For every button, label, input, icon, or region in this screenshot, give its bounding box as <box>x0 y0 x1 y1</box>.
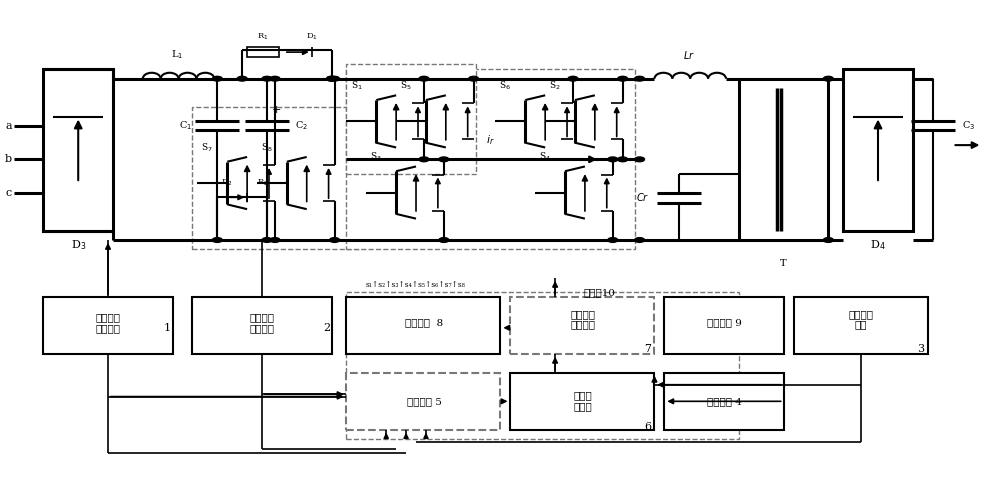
Text: +: + <box>272 105 282 115</box>
Text: 开关状态
控制单元: 开关状态 控制单元 <box>570 310 595 329</box>
Text: $i_r$: $i_r$ <box>486 133 495 147</box>
Text: 2: 2 <box>323 323 330 333</box>
Circle shape <box>262 76 272 81</box>
Circle shape <box>212 76 222 81</box>
Circle shape <box>270 76 280 81</box>
Text: S$_2$: S$_2$ <box>549 80 561 92</box>
Text: S$_5$: S$_5$ <box>400 80 412 92</box>
Circle shape <box>419 157 429 162</box>
Circle shape <box>212 238 222 242</box>
Text: L$_1$: L$_1$ <box>171 48 184 61</box>
Circle shape <box>270 238 280 242</box>
Text: S$_4$: S$_4$ <box>539 151 551 163</box>
Text: D$_1$: D$_1$ <box>306 32 318 42</box>
Circle shape <box>237 76 247 81</box>
Circle shape <box>327 76 337 81</box>
Circle shape <box>635 76 645 81</box>
Bar <box>192 297 332 354</box>
Text: 负载电压
采集: 负载电压 采集 <box>849 310 874 329</box>
Text: D$_3$: D$_3$ <box>71 238 86 252</box>
Circle shape <box>330 76 340 81</box>
Text: 计算模块 5: 计算模块 5 <box>407 397 441 406</box>
Text: R$_1$: R$_1$ <box>257 32 269 42</box>
Circle shape <box>419 76 429 81</box>
Circle shape <box>823 238 833 242</box>
Text: S$_7$: S$_7$ <box>201 141 213 154</box>
Text: S$_8$: S$_8$ <box>261 141 273 154</box>
Circle shape <box>608 238 618 242</box>
Bar <box>843 69 913 230</box>
Text: b: b <box>5 155 12 164</box>
Text: a: a <box>5 121 12 131</box>
Circle shape <box>635 238 645 242</box>
Text: S$_6$: S$_6$ <box>499 80 511 92</box>
Text: 人机界面 4: 人机界面 4 <box>707 397 741 406</box>
Text: S$_1$: S$_1$ <box>351 80 362 92</box>
Circle shape <box>618 157 628 162</box>
Bar <box>346 64 476 174</box>
Bar <box>794 297 928 354</box>
Text: $Lr$: $Lr$ <box>683 49 695 61</box>
Bar <box>43 69 113 230</box>
Text: C$_1$: C$_1$ <box>179 119 192 132</box>
Text: S$_3$: S$_3$ <box>370 151 382 163</box>
Text: T: T <box>780 259 787 268</box>
Text: 开关驱动  8: 开关驱动 8 <box>405 319 443 327</box>
Bar <box>43 297 173 354</box>
Text: 时序生
成模块: 时序生 成模块 <box>574 392 592 411</box>
Text: D$_4$: D$_4$ <box>870 238 886 252</box>
Bar <box>346 69 635 250</box>
Text: 储能环节
电压采集: 储能环节 电压采集 <box>250 313 275 333</box>
Bar <box>739 79 828 240</box>
Bar <box>346 373 500 430</box>
Text: R$_2$: R$_2$ <box>257 178 269 188</box>
Text: D$_2$: D$_2$ <box>221 178 233 188</box>
Text: 1: 1 <box>164 323 171 333</box>
Bar <box>249 192 277 202</box>
Circle shape <box>439 157 449 162</box>
Text: C$_2$: C$_2$ <box>295 119 308 132</box>
Text: C$_3$: C$_3$ <box>962 119 976 132</box>
Circle shape <box>823 76 833 81</box>
Bar <box>247 47 279 57</box>
Text: 充电信号 9: 充电信号 9 <box>707 319 741 327</box>
Bar <box>510 373 654 430</box>
Circle shape <box>635 157 645 162</box>
Circle shape <box>262 238 272 242</box>
Text: s₁↑s₂↑s₃↑s₄↑s₅↑s₆↑s₇↑s₈: s₁↑s₂↑s₃↑s₄↑s₅↑s₆↑s₇↑s₈ <box>366 281 466 289</box>
Text: 3: 3 <box>917 344 924 354</box>
Circle shape <box>618 76 628 81</box>
Bar <box>510 297 654 354</box>
Bar <box>192 107 361 250</box>
Text: 7: 7 <box>644 344 651 354</box>
Circle shape <box>469 76 479 81</box>
Circle shape <box>568 76 578 81</box>
Circle shape <box>439 238 449 242</box>
Circle shape <box>330 238 340 242</box>
Circle shape <box>608 157 618 162</box>
Text: c: c <box>5 188 12 198</box>
Text: $Cr$: $Cr$ <box>636 192 649 204</box>
Circle shape <box>327 76 337 81</box>
Text: 母线电压
采集电路: 母线电压 采集电路 <box>96 313 121 333</box>
Bar <box>664 373 784 430</box>
Text: 6: 6 <box>644 422 651 432</box>
Text: 控制器10: 控制器10 <box>584 288 616 297</box>
Bar <box>346 297 500 354</box>
Bar <box>346 292 739 439</box>
Bar <box>664 297 784 354</box>
